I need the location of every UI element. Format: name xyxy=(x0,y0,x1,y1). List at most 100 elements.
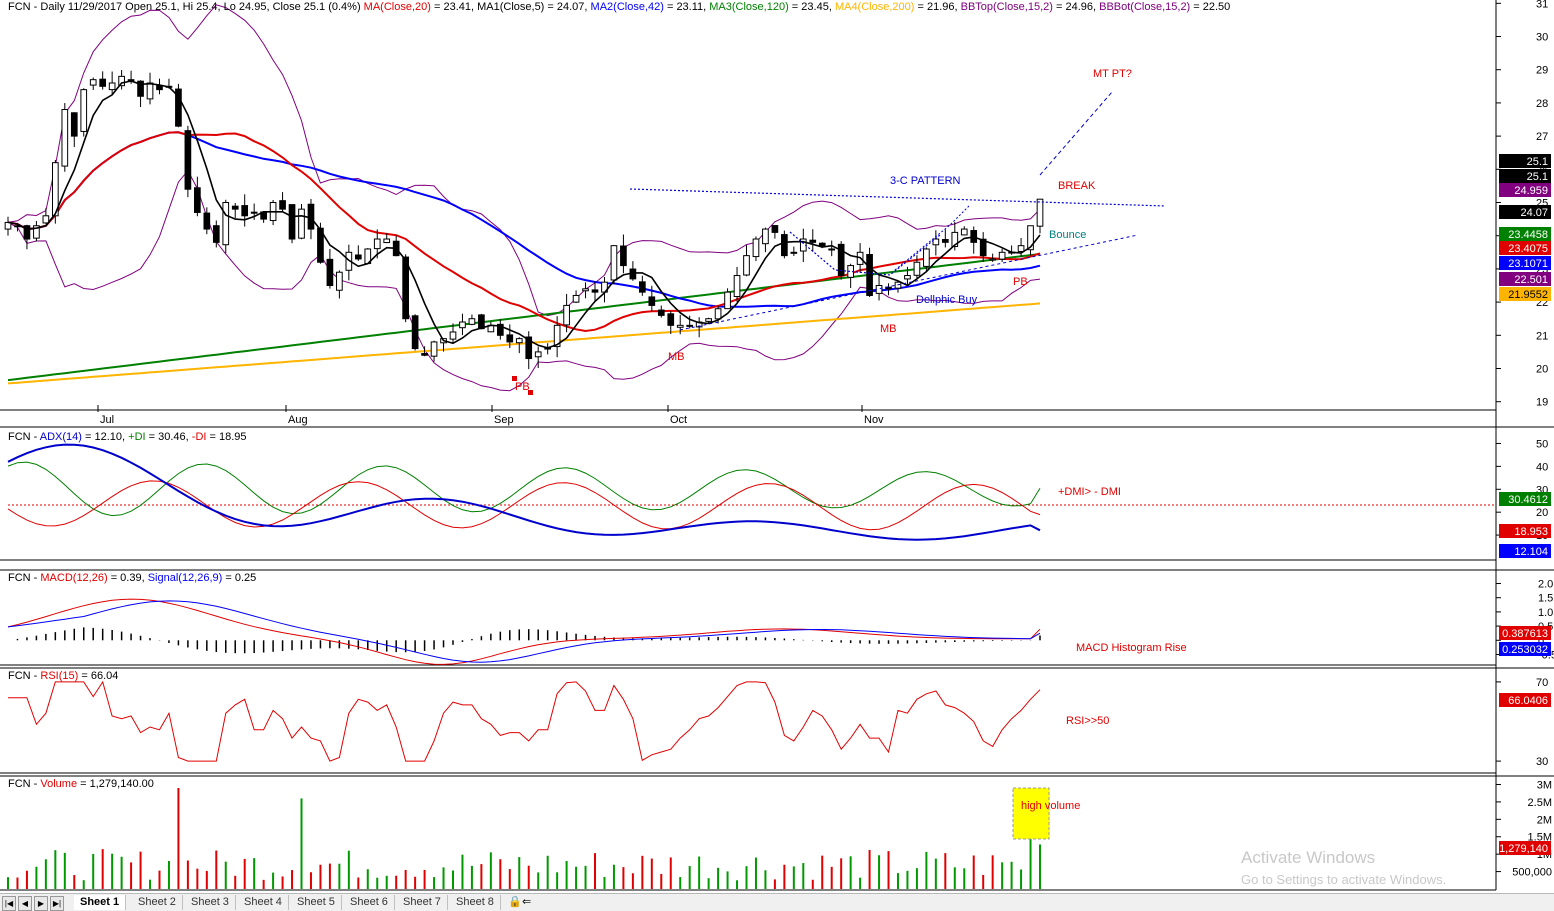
tab-sheet-3[interactable]: Sheet 3 xyxy=(185,895,236,910)
tab-sheet-6[interactable]: Sheet 6 xyxy=(344,895,395,910)
last-sheet-button[interactable]: ▶| xyxy=(50,896,64,911)
candle-body xyxy=(979,238,987,257)
candle-body xyxy=(373,238,381,250)
adx-value-label-box xyxy=(1499,544,1551,558)
support-trendline xyxy=(679,234,1139,331)
volume-annotation: high volume xyxy=(1021,800,1080,812)
tab-sheet-8[interactable]: Sheet 8 xyxy=(450,895,501,910)
tab-sheet-1[interactable]: Sheet 1 xyxy=(74,895,127,910)
bb-top-line xyxy=(7,4,1041,317)
candle-body xyxy=(194,187,201,213)
price-value-label-box xyxy=(1499,169,1551,183)
candle-body xyxy=(591,289,599,293)
price-value-label-box xyxy=(1499,154,1551,168)
candle-body xyxy=(279,200,286,210)
tab-sheet-2[interactable]: Sheet 2 xyxy=(132,895,183,910)
volume-header-part: FCN - xyxy=(8,778,41,790)
rsi-tick-label: 70 xyxy=(1536,677,1548,689)
adx-value-label: 30.4612 xyxy=(1508,494,1548,506)
volume-value-label-box xyxy=(1499,841,1551,855)
watermark-subtitle: Go to Settings to activate Windows. xyxy=(1241,872,1447,887)
candle-body xyxy=(421,353,428,356)
candle-body xyxy=(790,251,798,254)
price-value-label: 23.4075 xyxy=(1508,243,1548,255)
candle-body xyxy=(42,215,50,224)
macd-tick-label: 2.0 xyxy=(1538,579,1553,591)
price-annotation: MB xyxy=(880,323,897,335)
candle-body xyxy=(534,351,542,358)
adx-tick-label: 50 xyxy=(1536,438,1548,450)
candle-body xyxy=(904,275,911,280)
candle-body xyxy=(866,254,873,296)
price-value-label: 25.1 xyxy=(1527,156,1548,168)
candle-body xyxy=(932,238,940,246)
candle-body xyxy=(515,338,523,344)
volume-header-part: = 1,279,140.00 xyxy=(77,778,154,790)
volume-value-label: 1,279,140 xyxy=(1499,843,1548,855)
prev-sheet-button[interactable]: ◀ xyxy=(18,896,32,911)
candle-body xyxy=(288,204,296,240)
volume-tick-label: 500,000 xyxy=(1512,867,1552,879)
macd-line xyxy=(7,598,1041,665)
price-tick-label: 30 xyxy=(1536,32,1548,44)
candle-body xyxy=(118,75,125,87)
price-header-part: BBBot(Close,15,2) xyxy=(1099,1,1191,13)
candle-body xyxy=(781,234,788,257)
candle-body xyxy=(1036,198,1044,227)
macd-header-part: MACD(12,26) xyxy=(40,572,108,584)
candle-body xyxy=(70,112,78,137)
candle-body xyxy=(714,308,722,320)
ma42-line xyxy=(7,131,1041,308)
price-value-label: 22.501 xyxy=(1514,274,1548,286)
adx-value-label-box xyxy=(1499,492,1551,506)
price-header-part: BBTop(Close,15,2) xyxy=(960,1,1053,13)
pb-marker xyxy=(528,390,533,395)
candle-body xyxy=(212,225,220,243)
candle-body xyxy=(525,336,533,360)
adx-header-part: = 18.95 xyxy=(206,431,247,443)
volume-panel-header: FCN - Volume = 1,279,140.00 xyxy=(8,778,154,790)
volume-tick-label: 2M xyxy=(1537,814,1552,826)
macd-value-label: 0.387613 xyxy=(1502,628,1548,640)
candle-body xyxy=(326,258,334,287)
adx-header-part: = 12.10, xyxy=(81,431,129,443)
price-header-part: = 24.96, xyxy=(1052,1,1100,13)
candle-body xyxy=(108,82,116,91)
macd-value-label-box xyxy=(1499,626,1551,640)
price-tick-label: 21 xyxy=(1536,330,1548,342)
candle-body xyxy=(137,80,144,97)
price-tick-label: 20 xyxy=(1536,364,1548,376)
candle-body xyxy=(336,271,343,291)
candle-body xyxy=(875,285,883,294)
first-sheet-button[interactable]: |◀ xyxy=(2,896,16,911)
price-header-part: = 23.45, xyxy=(788,1,835,13)
price-value-label-box xyxy=(1499,272,1551,286)
adx-panel-header: FCN - ADX(14) = 12.10, +DI = 30.46, -DI … xyxy=(8,431,247,443)
price-header-part: MA2(Close,42) xyxy=(590,1,664,13)
candle-body xyxy=(241,205,249,217)
price-header-part: FCN - Daily 11/29/2017 Open 25.1, Hi 25.… xyxy=(8,1,364,13)
adx-header-part: = 30.46, xyxy=(145,431,192,443)
tab-sheet-4[interactable]: Sheet 4 xyxy=(238,895,289,910)
candle-body xyxy=(184,130,192,190)
plus-di-line xyxy=(7,461,1041,517)
price-annotation: BREAK xyxy=(1058,180,1096,192)
candle-body xyxy=(828,248,836,251)
price-annotation: PB xyxy=(515,381,530,393)
candle-body xyxy=(506,334,514,343)
candle-body xyxy=(478,314,485,330)
next-sheet-button[interactable]: ▶ xyxy=(34,896,48,911)
candle-body xyxy=(383,238,391,244)
add-sheet-icon[interactable]: ⇐ xyxy=(522,896,532,908)
candle-body xyxy=(175,88,182,127)
candle-body xyxy=(752,238,760,258)
candle-body xyxy=(743,255,750,276)
price-header-part: = 23.11, xyxy=(663,1,710,13)
tab-sheet-5[interactable]: Sheet 5 xyxy=(291,895,342,910)
candle-body xyxy=(99,78,107,87)
tab-sheet-7[interactable]: Sheet 7 xyxy=(397,895,448,910)
candle-body xyxy=(231,205,239,210)
macd-header-part: Signal(12,26,9) xyxy=(147,572,223,584)
candle-body xyxy=(250,211,258,214)
macd-value-label-box xyxy=(1499,642,1551,656)
